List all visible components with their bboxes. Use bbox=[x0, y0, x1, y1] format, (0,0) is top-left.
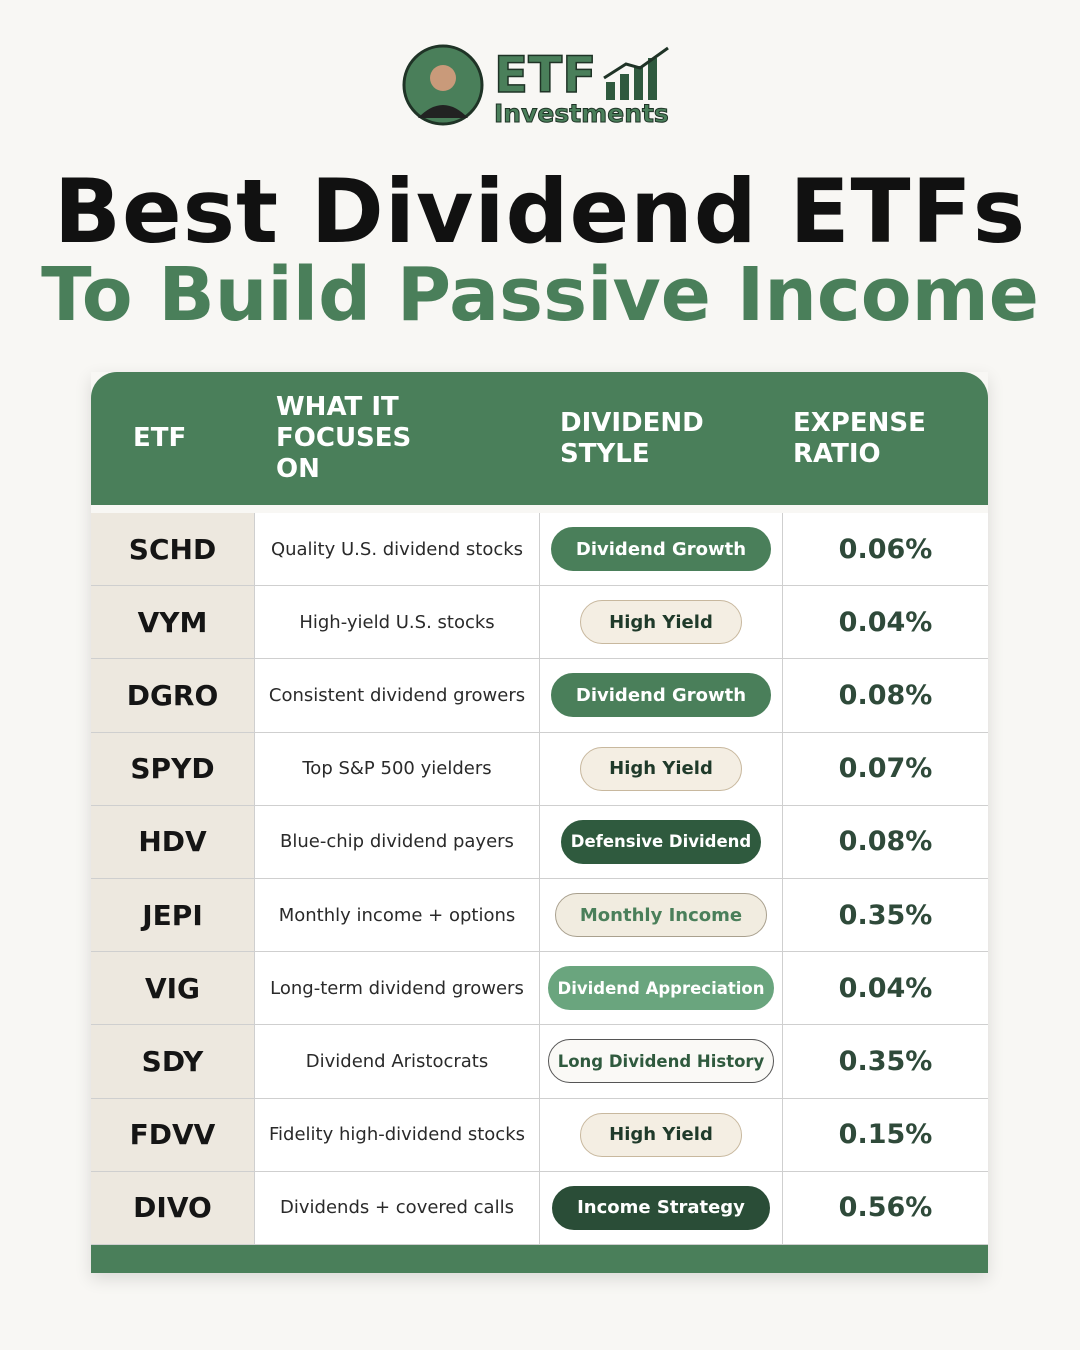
logo: ETF Investments bbox=[402, 44, 669, 129]
etf-cell: DIVO bbox=[91, 1171, 255, 1244]
expense-cell: 0.06% bbox=[783, 513, 988, 586]
table-footer bbox=[91, 1244, 988, 1273]
focus-cell: Fidelity high-dividend stocks bbox=[255, 1098, 540, 1171]
style-cell: Monthly Income bbox=[540, 878, 783, 952]
style-cell: High Yield bbox=[540, 586, 783, 659]
expense-cell: 0.15% bbox=[783, 1098, 988, 1171]
style-pill: Income Strategy bbox=[552, 1185, 770, 1230]
table-row: HDV Blue-chip dividend payers Defensive Di… bbox=[91, 805, 988, 879]
style-pill: Defensive Dividend bbox=[560, 819, 762, 864]
etf-cell: HDV bbox=[91, 805, 255, 878]
column-header: ETF bbox=[133, 423, 187, 453]
style-pill: Dividend Appreciation bbox=[547, 966, 775, 1011]
table-row: VIG Long-term dividend growers Dividend Ap… bbox=[91, 952, 988, 1026]
expense-cell: 0.07% bbox=[783, 732, 988, 805]
etf-cell: VIG bbox=[91, 952, 255, 1025]
avatar-body bbox=[418, 105, 468, 118]
focus-cell: Monthly income + options bbox=[255, 878, 540, 952]
expense-cell: 0.04% bbox=[783, 952, 988, 1025]
column-header: WHAT IT FOCUSES ON bbox=[276, 392, 412, 484]
style-pill: Monthly Income bbox=[554, 893, 768, 938]
style-cell: Defensive Dividend bbox=[540, 805, 783, 878]
style-pill: Dividend Growth bbox=[550, 527, 772, 572]
table-row: DIVO Dividends + covered calls Income Stra… bbox=[91, 1171, 988, 1245]
logo-bar bbox=[648, 58, 657, 100]
style-cell: High Yield bbox=[540, 732, 783, 805]
etf-cell: SPYD bbox=[91, 732, 255, 805]
table-body: SCHD Quality U.S. dividend stocks Dividend… bbox=[91, 513, 988, 1245]
column-header: DIVIDEND STYLE bbox=[560, 407, 704, 469]
focus-cell: Top S&P 500 yielders bbox=[255, 732, 540, 805]
expense-cell: 0.04% bbox=[783, 586, 988, 659]
expense-cell: 0.35% bbox=[783, 1025, 988, 1098]
style-cell: Long Dividend History bbox=[540, 1025, 783, 1098]
table-row: FDVV Fidelity high-dividend stocks High Yi… bbox=[91, 1098, 988, 1172]
table-row: SCHD Quality U.S. dividend stocks Dividend… bbox=[91, 513, 988, 587]
table-row: DGRO Consistent dividend growers Dividend … bbox=[91, 659, 988, 733]
focus-cell: Blue-chip dividend payers bbox=[255, 805, 540, 878]
etf-cell: FDVV bbox=[91, 1098, 255, 1171]
style-pill: Dividend Growth bbox=[550, 673, 772, 718]
table-row: SPYD Top S&P 500 yielders High Yield 0.07% bbox=[91, 732, 988, 806]
focus-cell: Consistent dividend growers bbox=[255, 659, 540, 732]
logo-arrow bbox=[603, 46, 669, 80]
style-cell: Dividend Growth bbox=[540, 659, 783, 732]
focus-cell: Dividends + covered calls bbox=[255, 1171, 540, 1244]
style-pill: High Yield bbox=[580, 1112, 742, 1157]
logo-top: ETF bbox=[494, 46, 596, 104]
table: ETF WHAT IT FOCUSES ON DIVIDEND STYLE EXPEN… bbox=[91, 372, 988, 1273]
subtitle: To Build Passive Income bbox=[41, 252, 1039, 338]
style-pill: High Yield bbox=[580, 746, 742, 791]
table-row: SDY Dividend Aristocrats Long Dividend His… bbox=[91, 1025, 988, 1099]
focus-cell: Dividend Aristocrats bbox=[255, 1025, 540, 1098]
etf-cell: SCHD bbox=[91, 513, 255, 586]
focus-cell: Long-term dividend growers bbox=[255, 952, 540, 1025]
focus-cell: High-yield U.S. stocks bbox=[255, 586, 540, 659]
logo-bar bbox=[606, 82, 615, 100]
style-cell: High Yield bbox=[540, 1098, 783, 1171]
expense-cell: 0.56% bbox=[783, 1171, 988, 1244]
spacer bbox=[91, 505, 988, 513]
logo-bottom: Investments bbox=[494, 99, 669, 128]
column-header: EXPENSE RATIO bbox=[793, 407, 926, 469]
etf-cell: VYM bbox=[91, 586, 255, 659]
table-row: VYM High-yield U.S. stocks High Yield 0.04% bbox=[91, 586, 988, 660]
style-cell: Dividend Growth bbox=[540, 513, 783, 586]
style-cell: Income Strategy bbox=[540, 1171, 783, 1244]
expense-cell: 0.08% bbox=[783, 659, 988, 732]
table-row: JEPI Monthly income + options Monthly Inco… bbox=[91, 878, 988, 953]
title: Best Dividend ETFs bbox=[53, 160, 1027, 263]
etf-cell: DGRO bbox=[91, 659, 255, 732]
avatar-face bbox=[430, 65, 456, 91]
style-pill: Long Dividend History bbox=[547, 1039, 775, 1084]
etf-cell: JEPI bbox=[91, 878, 255, 952]
style-cell: Dividend Appreciation bbox=[540, 952, 783, 1025]
etf-cell: SDY bbox=[91, 1025, 255, 1098]
logo-bar bbox=[634, 66, 643, 100]
expense-cell: 0.35% bbox=[783, 878, 988, 952]
expense-cell: 0.08% bbox=[783, 805, 988, 878]
style-pill: High Yield bbox=[580, 600, 742, 645]
table-header: ETF WHAT IT FOCUSES ON DIVIDEND STYLE EXPEN… bbox=[91, 372, 988, 505]
logo-bar bbox=[620, 74, 629, 100]
focus-cell: Quality U.S. dividend stocks bbox=[255, 513, 540, 586]
